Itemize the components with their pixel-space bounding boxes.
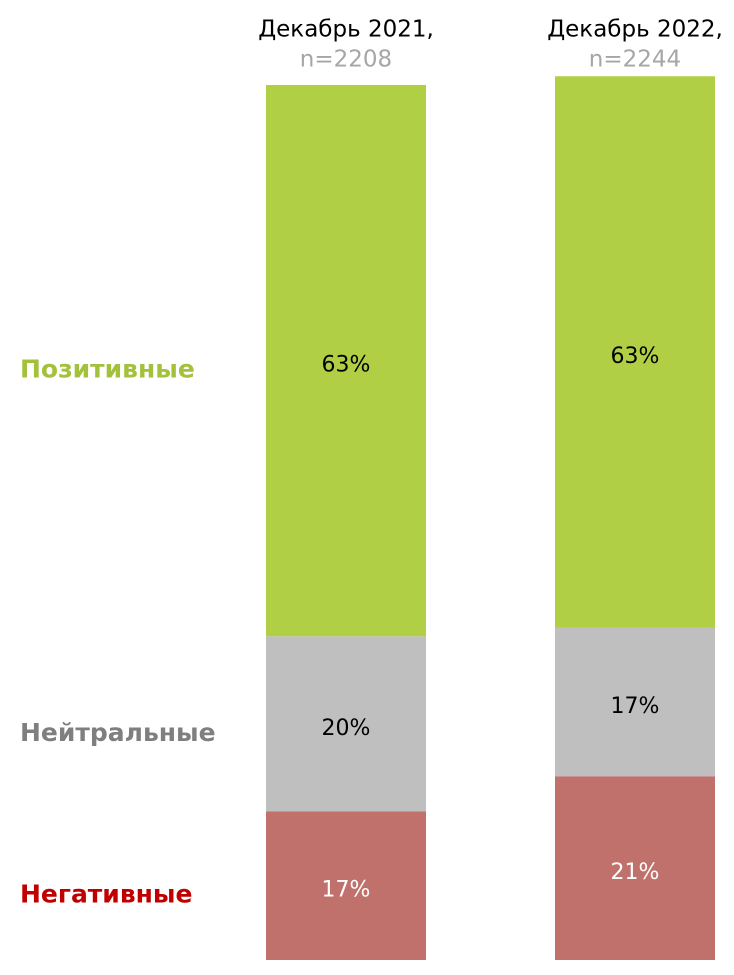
sample-size: n=2208: [300, 47, 392, 73]
value-label: 63%: [611, 344, 660, 369]
value-label: 17%: [322, 878, 371, 903]
bar-segment: [555, 76, 715, 628]
bar-segment: [266, 811, 426, 960]
bar-segment: [555, 776, 715, 960]
sample-size: n=2244: [589, 47, 681, 73]
value-label: 17%: [611, 694, 660, 719]
bar-segment: [266, 636, 426, 812]
bar-segment: [555, 627, 715, 777]
category-label: Декабрь 2022,: [547, 17, 723, 43]
value-label: 63%: [322, 353, 371, 378]
value-label: 20%: [322, 716, 371, 741]
category-label: Декабрь 2021,: [258, 17, 434, 43]
legend-label: Позитивные: [20, 355, 195, 384]
bar-segment: [266, 85, 426, 637]
legend-label: Негативные: [20, 880, 192, 909]
value-label: 21%: [611, 860, 660, 885]
legend-label: Нейтральные: [20, 718, 216, 747]
